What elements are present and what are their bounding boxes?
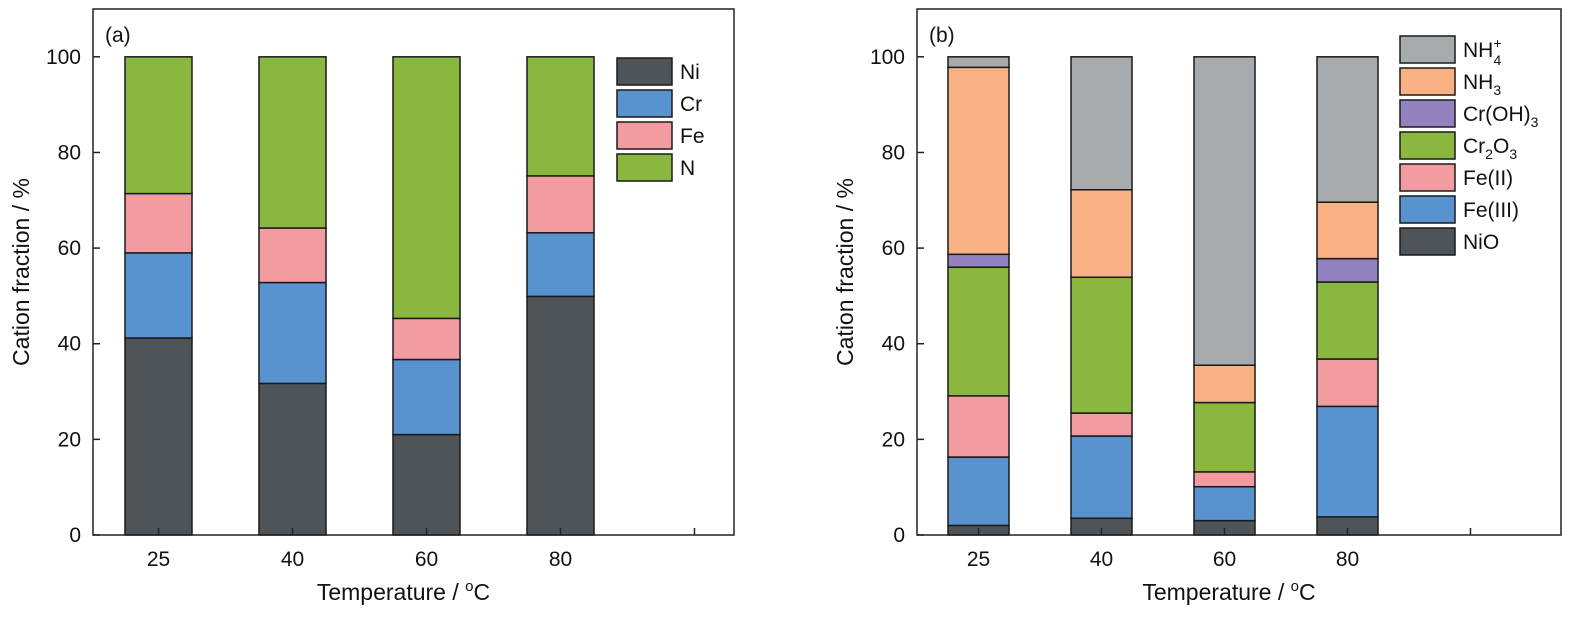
panel-b-bar-80-feiii <box>1316 405 1379 518</box>
panel-a-xtick-label-40: 40 <box>281 548 304 571</box>
panel-a-ytick-label-0: 0 <box>69 524 81 547</box>
panel-a-legend-label-cr: Cr <box>680 93 702 116</box>
panel-b-bar-40-feii <box>1070 412 1133 437</box>
panel-b-bar-25-nh4 <box>947 56 1010 69</box>
panel-b-ytick-label-60: 60 <box>882 237 905 260</box>
panel-a-bar-25-ni <box>124 337 193 536</box>
panel-b-y-axis-title: Cation fraction / % <box>832 178 858 366</box>
panel-b-bar-60-feii <box>1193 471 1256 488</box>
panel-b-bar-25-cr2o3 <box>947 266 1010 397</box>
panel-a-legend-label-ni: Ni <box>680 61 700 84</box>
panel-b-bar-80-nh4 <box>1316 56 1379 203</box>
panel-b-legend-label-feii: Fe(II) <box>1463 167 1513 190</box>
panel-b-bar-60-nh3 <box>1193 364 1256 404</box>
panel-a-xtick-label-25: 25 <box>147 548 170 571</box>
panel-a-bar-25-fe <box>124 192 193 254</box>
panel-b-bar-80-nh3 <box>1316 201 1379 260</box>
panel-b-plot-frame <box>916 8 1562 536</box>
panel-b-bar-40-cr2o3 <box>1070 276 1133 414</box>
panel-b-chart: 0 20 40 60 80 100 25 40 60 80 Temperature / oC Cati… <box>832 8 1562 605</box>
panel-a-bar-25-n <box>124 56 193 195</box>
panel-a-legend: Ni Cr Fe N <box>616 57 705 182</box>
panel-b-x-axis-title: Temperature / oC <box>1142 578 1315 605</box>
panel-a-bar-60-ni <box>392 433 461 536</box>
panel-b-ytick-label-100: 100 <box>870 46 905 69</box>
panel-a-panel-label: (a) <box>105 24 131 47</box>
panel-a-ytick-label-80: 80 <box>58 141 81 164</box>
panel-a-legend-label-fe: Fe <box>680 125 705 148</box>
panel-a-bar-80-ni <box>526 295 595 536</box>
panel-b-legend-swatch-nh4 <box>1399 35 1456 64</box>
panel-a-xtick-label-80: 80 <box>549 548 572 571</box>
panel-b-xtick-label-40: 40 <box>1090 548 1113 571</box>
panel-a-legend-swatch-fe <box>616 121 673 150</box>
panel-a-bar-40-n <box>258 56 327 229</box>
panel-a-legend-swatch-ni <box>616 57 673 86</box>
panel-a-legend-swatch-n <box>616 153 673 182</box>
panel-b-legend-label-feiii: Fe(III) <box>1463 199 1519 222</box>
panel-b-legend-swatch-feii <box>1399 163 1456 192</box>
panel-b-bar-25-feii <box>947 395 1010 458</box>
panel-a-bar-80-fe <box>526 175 595 234</box>
panel-b-ytick-label-0: 0 <box>893 524 905 547</box>
panel-b-legend-swatch-croh3 <box>1399 99 1456 128</box>
panel-a-legend-label-n: N <box>680 157 695 180</box>
panel-b-legend-label-cr2o3: Cr2O3 <box>1463 135 1517 162</box>
panel-a-xtick-label-60: 60 <box>415 548 438 571</box>
panel-b-bar-80-croh3 <box>1316 257 1379 283</box>
panel-a-chart: 0 20 40 60 80 100 25 40 60 80 Temperature / oC Cati… <box>8 8 735 605</box>
panel-b-legend-label-nh3: NH3 <box>1463 71 1501 98</box>
panel-b-legend-label-nh4: NH+ 4 <box>1463 35 1502 68</box>
panel-b-bar-60-cr2o3 <box>1193 401 1256 473</box>
panel-a-ytick-label-40: 40 <box>58 333 81 356</box>
panel-b-bar-40-feiii <box>1070 435 1133 520</box>
panel-b-xtick-label-80: 80 <box>1336 548 1359 571</box>
panel-b-bar-40-nh3 <box>1070 189 1133 279</box>
panel-b-legend-label-nio: NiO <box>1463 231 1499 254</box>
panel-a-bar-40-fe <box>258 227 327 284</box>
panel-a-bar-40-cr <box>258 281 327 385</box>
panel-b-legend-swatch-nh3 <box>1399 67 1456 96</box>
panel-a-bar-60-fe <box>392 317 461 361</box>
panel-b-xtick-label-60: 60 <box>1213 548 1236 571</box>
panel-a-plot-frame <box>92 8 735 536</box>
panel-a-ytick-label-60: 60 <box>58 237 81 260</box>
panel-b-xtick-label-25: 25 <box>967 548 990 571</box>
panel-a-bar-80-cr <box>526 232 595 298</box>
panel-b-bar-80-cr2o3 <box>1316 281 1379 360</box>
panel-b-ytick-label-40: 40 <box>882 333 905 356</box>
panel-b-bar-25-nh3 <box>947 66 1010 256</box>
panel-b-bar-25-croh3 <box>947 253 1010 268</box>
panel-b-ytick-label-20: 20 <box>882 428 905 451</box>
panel-b-bar-60-nh4 <box>1193 56 1256 366</box>
panel-a-bar-40-ni <box>258 382 327 536</box>
panel-b-legend-swatch-cr2o3 <box>1399 131 1456 160</box>
panel-a-y-axis-title: Cation fraction / % <box>8 178 34 366</box>
panel-b-legend-swatch-feiii <box>1399 195 1456 224</box>
panel-a-bar-60-n <box>392 56 461 320</box>
panel-b-bar-25-feiii <box>947 456 1010 527</box>
panel-b-ytick-label-80: 80 <box>882 141 905 164</box>
panel-b-legend-label-croh3: Cr(OH)3 <box>1463 103 1539 130</box>
panel-a-bar-80-n <box>526 56 595 177</box>
panel-b-legend: NH+ 4 NH3 Cr(OH)3 Cr2O3 Fe(II) Fe(III) NiO <box>1399 35 1539 256</box>
panel-b-legend-swatch-nio <box>1399 227 1456 256</box>
panel-b-bar-80-feii <box>1316 358 1379 408</box>
panel-a-bar-25-cr <box>124 252 193 339</box>
panel-b-bar-60-feiii <box>1193 485 1256 522</box>
panel-a-ytick-label-100: 100 <box>46 46 81 69</box>
panel-a-bar-60-cr <box>392 358 461 436</box>
panel-a-ytick-label-20: 20 <box>58 428 81 451</box>
panel-b-bar-40-nh4 <box>1070 56 1133 191</box>
panel-a-legend-swatch-cr <box>616 89 673 118</box>
panel-b-panel-label: (b) <box>929 24 955 47</box>
panel-a-x-axis-title: Temperature / oC <box>317 578 490 605</box>
